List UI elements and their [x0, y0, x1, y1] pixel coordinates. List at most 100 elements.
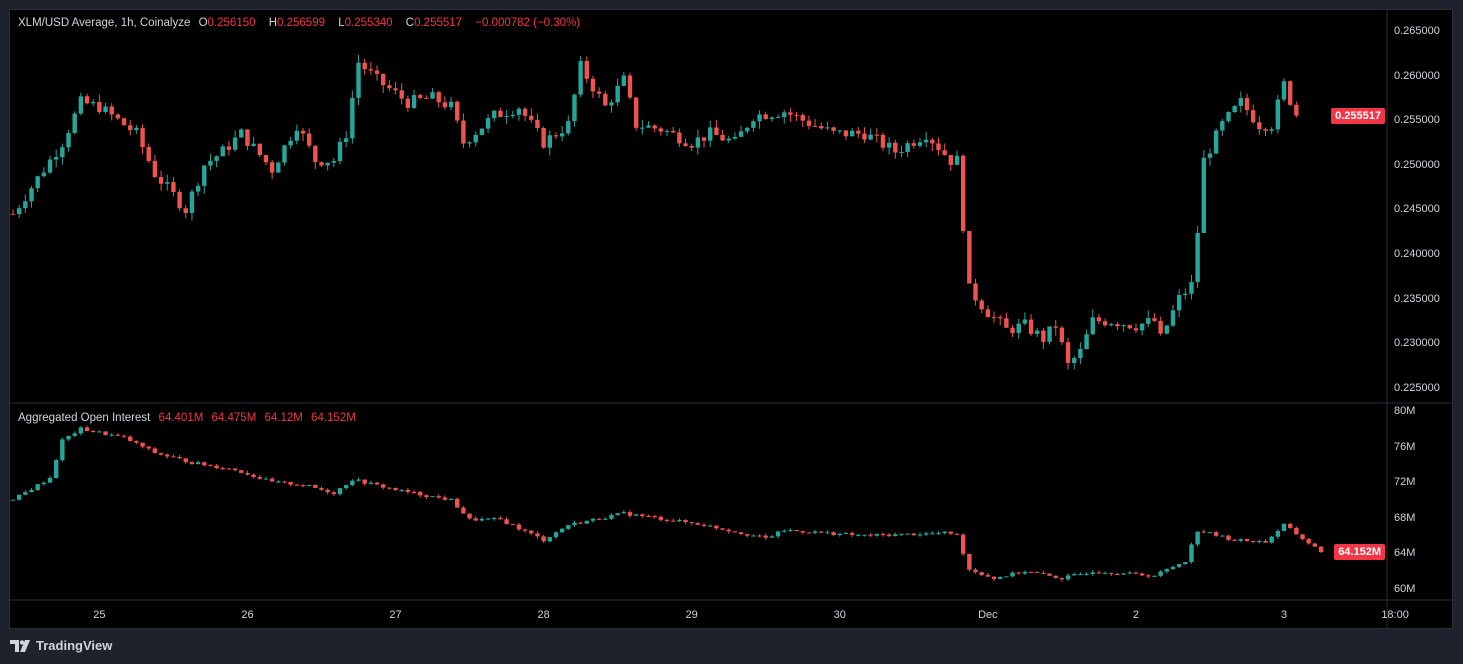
oi-candle-body — [763, 535, 768, 538]
price-candle-body — [553, 135, 559, 137]
price-candle-body — [1090, 317, 1095, 335]
oi-candle-body — [103, 431, 108, 435]
price-candle-body — [788, 112, 793, 115]
price-candle-body — [1102, 321, 1108, 326]
price-candle-body — [300, 130, 306, 134]
oi-candle-body — [868, 534, 873, 536]
oi-candle-body — [467, 513, 472, 519]
oi-candle-body — [269, 478, 275, 482]
oi-candle-body — [677, 520, 682, 522]
oi-candle-body — [331, 492, 337, 495]
price-candle-body — [1226, 111, 1231, 122]
oi-candle-body — [1207, 532, 1213, 534]
open-value: 0.256150 — [207, 17, 256, 29]
symbol-title[interactable]: XLM/USD Average, 1h, Coinalyze — [18, 17, 191, 29]
oi-candle-body — [35, 484, 40, 490]
oi-candle-body — [1164, 569, 1169, 572]
oi-candle-body — [720, 528, 725, 530]
oi-candle-body — [991, 576, 997, 580]
oi-candle-body — [300, 485, 306, 487]
oi-candle-body — [183, 458, 188, 463]
price-candle-body — [849, 130, 855, 137]
oi-candle-body — [788, 530, 793, 532]
price-candle-body — [1220, 121, 1225, 131]
oi-candles — [10, 425, 1324, 582]
price-candles — [10, 54, 1299, 370]
oi-candle-body — [1275, 530, 1281, 537]
oi-candle-body — [121, 435, 127, 437]
price-candle-body — [276, 162, 281, 173]
oi-candle-body — [60, 439, 65, 461]
oi-candle-body — [849, 533, 855, 535]
price-candle-body — [708, 127, 713, 141]
price-candle-body — [800, 115, 805, 121]
oi-candle-body — [411, 491, 417, 493]
oi-candle-body — [862, 534, 867, 536]
price-candle-body — [41, 172, 47, 177]
price-candle-body — [1183, 293, 1188, 295]
oi-candle-body — [516, 524, 522, 530]
price-candle-body — [843, 130, 849, 137]
price-candle-body — [769, 117, 775, 120]
price-candle-body — [979, 300, 984, 310]
price-candle-body — [146, 147, 151, 161]
price-candle-body — [313, 145, 318, 163]
oi-candle-body — [504, 519, 509, 524]
price-candle-body — [1004, 318, 1009, 328]
tradingview-logo[interactable]: TradingView — [10, 638, 112, 653]
price-candle-body — [195, 185, 201, 192]
oi-axis-label: 80M — [1394, 405, 1416, 417]
price-candle-body — [60, 147, 65, 158]
price-candle-body — [831, 127, 836, 131]
oi-candle-body — [1041, 572, 1046, 574]
price-candle-body — [368, 69, 374, 71]
oi-legend[interactable]: Aggregated Open Interest 64.401M 64.475M… — [18, 412, 361, 424]
oi-title[interactable]: Aggregated Open Interest — [18, 412, 151, 424]
price-candle-body — [183, 208, 188, 213]
oi-candle-body — [689, 522, 694, 524]
price-candle-body — [1133, 328, 1139, 331]
price-candle-body — [942, 150, 947, 155]
oi-candle-body — [646, 515, 651, 517]
oi-candle-body — [337, 488, 343, 495]
price-candle-body — [1232, 106, 1237, 112]
oi-candle-body — [276, 481, 281, 483]
price-candle-body — [257, 143, 262, 156]
price-candle-body — [1263, 129, 1268, 131]
price-candle-body — [529, 115, 534, 120]
oi-candle-body — [664, 519, 670, 521]
oi-candle-body — [393, 487, 398, 491]
price-candle-body — [115, 114, 121, 119]
price-candle-body — [862, 133, 867, 140]
oi-close: 64.152M — [311, 412, 356, 424]
oi-candle-body — [973, 569, 978, 573]
price-candle-body — [640, 127, 645, 129]
price-candle-body — [411, 95, 417, 108]
price-candle-body — [1072, 358, 1077, 363]
price-candle-body — [220, 146, 225, 157]
price-candle-body — [775, 117, 781, 119]
oi-candle-body — [1306, 538, 1311, 544]
price-candle-body — [1275, 99, 1281, 130]
price-candle-body — [214, 156, 219, 161]
price-legend[interactable]: XLM/USD Average, 1h, Coinalyze O0.256150… — [18, 17, 585, 29]
oi-candle-body — [1047, 573, 1052, 576]
price-candle-body — [930, 139, 935, 144]
oi-candle-body — [1312, 543, 1318, 547]
oi-candle-body — [714, 525, 719, 529]
oi-candle-body — [745, 534, 750, 536]
price-candle-body — [448, 101, 454, 108]
price-candle-body — [263, 155, 269, 163]
oi-candle-body — [72, 433, 77, 436]
oi-candle-body — [930, 533, 935, 535]
oi-candle-body — [529, 530, 534, 534]
oi-candle-body — [1152, 575, 1157, 577]
price-axis-label: 0.225000 — [1394, 381, 1440, 394]
last-oi-tag: 64.152M — [1334, 544, 1385, 561]
oi-candle-body — [146, 446, 151, 449]
price-candle-body — [1121, 325, 1126, 327]
oi-candle-body — [998, 577, 1003, 580]
oi-candle-body — [1263, 540, 1268, 543]
price-candle-body — [1115, 324, 1120, 327]
